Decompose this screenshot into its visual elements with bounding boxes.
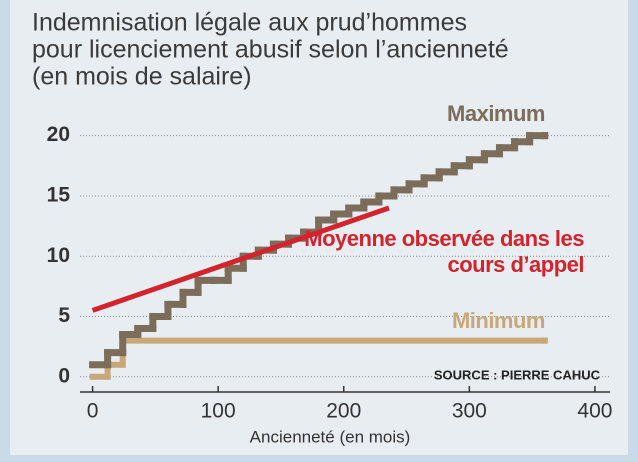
chart-title: pour licenciement abusif selon l’ancienn… [32, 36, 509, 64]
chart-title: Indemnisation légale aux prud’hommes [32, 9, 467, 37]
step-end [541, 132, 549, 140]
x-tick-label: 400 [577, 400, 612, 423]
series-label: Maximum [447, 101, 545, 126]
x-tick-label: 200 [326, 400, 361, 423]
y-tick-label: 10 [47, 244, 70, 267]
x-tick-label: 100 [201, 400, 236, 423]
x-tick-label: 300 [452, 400, 487, 423]
y-tick-label: 15 [47, 183, 71, 206]
series-label: Moyenne observée dans les cours d’appel [304, 226, 584, 277]
x-tick-label: 0 [87, 400, 99, 423]
average-line [91, 205, 390, 313]
y-tick-label: 5 [58, 304, 70, 327]
step-end [541, 337, 548, 344]
series-label: Minimum [452, 308, 545, 333]
chart-title: (en mois de salaire) [32, 63, 252, 91]
y-tick-label: 0 [58, 364, 70, 387]
x-axis-label: Ancienneté (en mois) [250, 427, 411, 446]
y-tick-label: 20 [47, 123, 70, 146]
source: SOURCE : PIERRE CAHUC [434, 367, 601, 382]
